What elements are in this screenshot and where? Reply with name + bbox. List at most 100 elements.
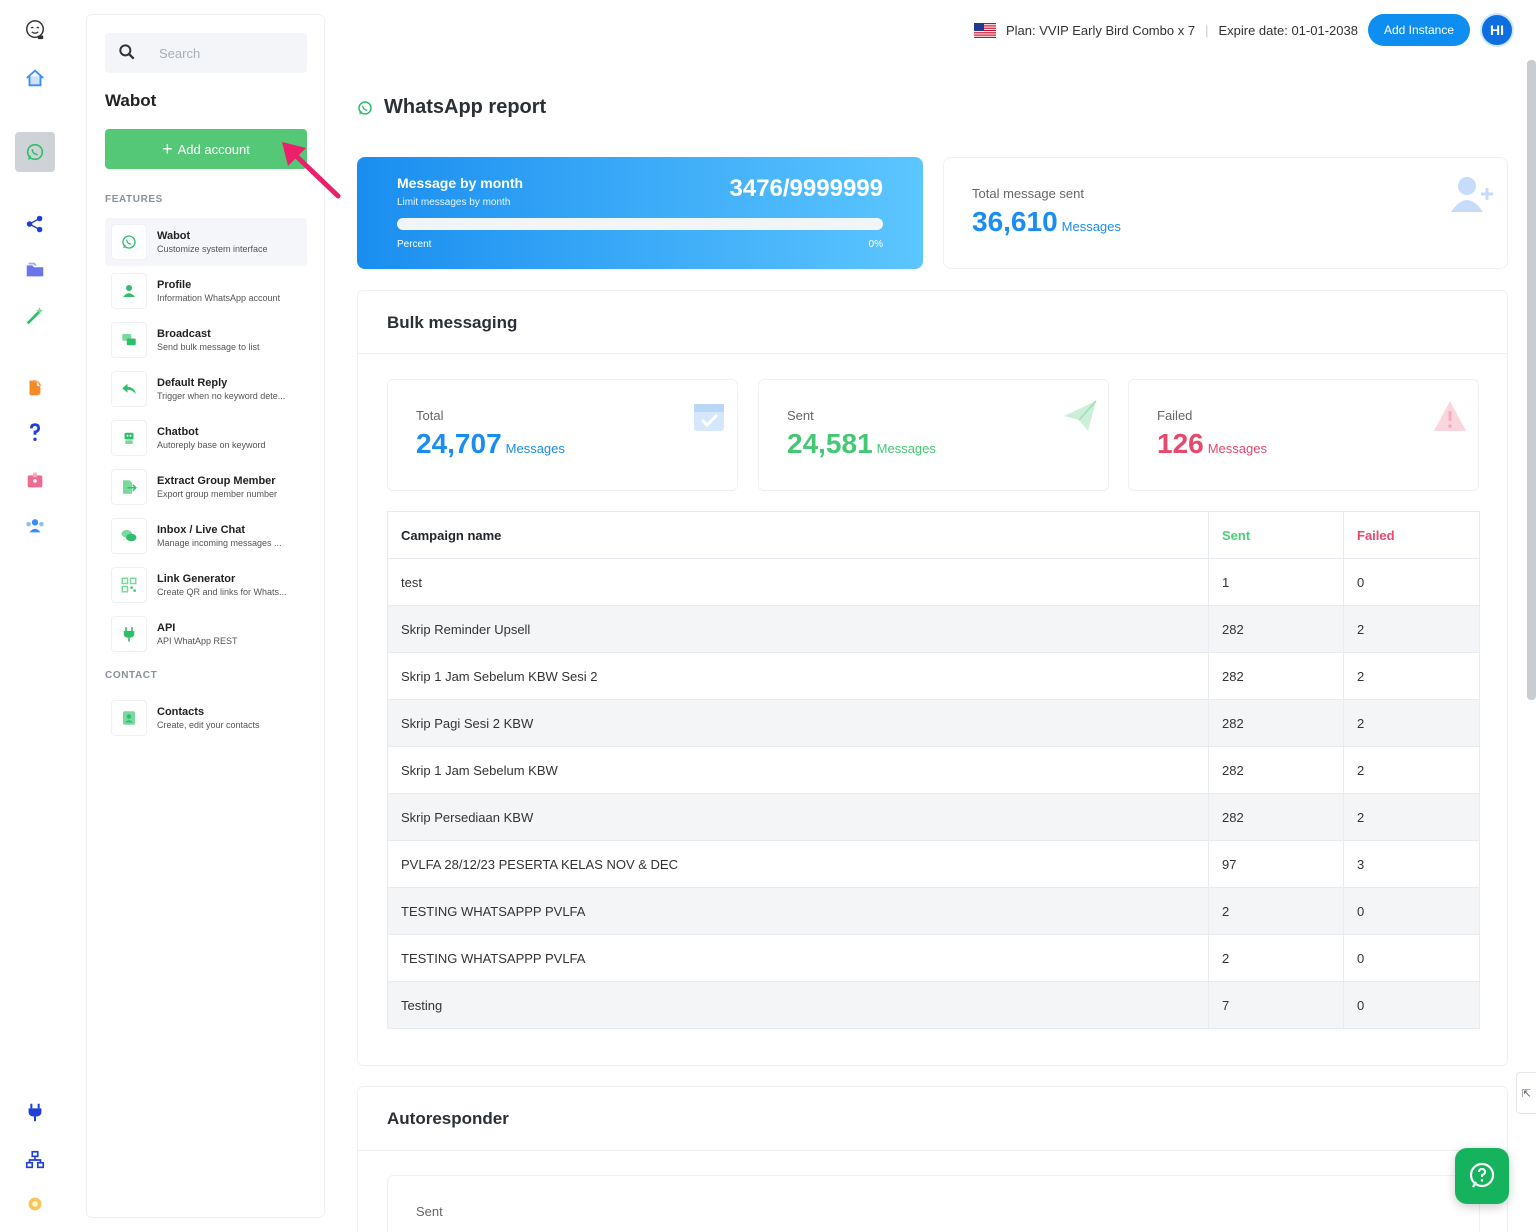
search-icon bbox=[119, 44, 135, 60]
qr-icon bbox=[111, 567, 147, 603]
page-title: WhatsApp report bbox=[384, 96, 547, 118]
message-by-month-card: Message by month Limit messages by month… bbox=[357, 157, 923, 269]
cell-failed: 3 bbox=[1343, 840, 1480, 888]
menu-item-wabot[interactable]: Wabot Customize system interface bbox=[105, 218, 307, 266]
percent-label: Percent bbox=[397, 239, 432, 250]
stat-value: 24,581 bbox=[787, 428, 873, 459]
search-input[interactable] bbox=[159, 43, 299, 63]
column-header-failed: Failed bbox=[1343, 511, 1480, 559]
sitemap-icon[interactable] bbox=[15, 1140, 55, 1180]
menu-item-subtitle: Manage incoming messages ... bbox=[157, 538, 282, 548]
blogger-icon[interactable] bbox=[15, 368, 55, 408]
avatar[interactable]: HI bbox=[1480, 13, 1514, 47]
cell-failed: 0 bbox=[1343, 981, 1480, 1029]
autoresponder-stat-card: Sent bbox=[387, 1175, 1480, 1232]
users-icon[interactable] bbox=[15, 506, 55, 546]
page-scrollbar[interactable] bbox=[1527, 60, 1536, 700]
add-account-button[interactable]: + Add account bbox=[105, 129, 307, 169]
stat-unit: Messages bbox=[1207, 441, 1267, 456]
table-row: Skrip 1 Jam Sebelum KBW 282 2 bbox=[387, 746, 1480, 794]
stat-label: Failed bbox=[1157, 408, 1193, 423]
plus-icon: + bbox=[162, 139, 173, 159]
help-chat-button[interactable] bbox=[1455, 1148, 1509, 1204]
share-icon[interactable] bbox=[15, 204, 55, 244]
add-user-icon bbox=[1451, 177, 1493, 212]
menu-item-subtitle: Create QR and links for Whats... bbox=[157, 587, 287, 597]
contact-section-label: CONTACT bbox=[105, 670, 158, 681]
cell-campaign-name: Skrip Pagi Sesi 2 KBW bbox=[387, 699, 1209, 747]
menu-item-extract-group-member[interactable]: Extract Group Member Export group member … bbox=[105, 463, 307, 511]
cell-failed: 0 bbox=[1343, 934, 1480, 982]
menu-item-profile[interactable]: Profile Information WhatsApp account bbox=[105, 267, 307, 315]
topbar-separator: | bbox=[1205, 22, 1209, 38]
calendar-check-icon bbox=[694, 404, 724, 431]
badge-icon[interactable] bbox=[15, 460, 55, 500]
menu-item-title: Broadcast bbox=[157, 328, 211, 340]
menu-item-api[interactable]: API API WhatApp REST bbox=[105, 610, 307, 658]
column-header-sent: Sent bbox=[1208, 511, 1344, 559]
cell-sent: 282 bbox=[1208, 699, 1344, 747]
menu-item-contacts[interactable]: Contacts Create, edit your contacts bbox=[105, 694, 307, 742]
add-instance-button[interactable]: Add Instance bbox=[1367, 14, 1470, 46]
home-icon[interactable] bbox=[15, 58, 55, 98]
whatsapp-rail-icon[interactable] bbox=[15, 132, 55, 172]
plug-rail-icon[interactable] bbox=[15, 1092, 55, 1132]
magic-wand-icon[interactable] bbox=[15, 296, 55, 336]
cell-sent: 1 bbox=[1208, 558, 1344, 606]
feature-sidebar: Wabot + Add account FEATURES Wabot Custom… bbox=[86, 14, 325, 1218]
total-message-value-group: 36,610 Messages bbox=[972, 206, 1121, 238]
bulk-messaging-title: Bulk messaging bbox=[387, 313, 518, 332]
menu-item-inbox-live-chat[interactable]: Inbox / Live Chat Manage incoming message… bbox=[105, 512, 307, 560]
menu-item-broadcast[interactable]: Broadcast Send bulk message to list bbox=[105, 316, 307, 364]
robot-icon bbox=[111, 420, 147, 456]
menu-item-subtitle: Autoreply base on keyword bbox=[157, 440, 266, 450]
autoresponder-sent-label: Sent bbox=[416, 1204, 443, 1219]
panel-divider bbox=[358, 353, 1507, 354]
top-bar: Plan: VVIP Early Bird Combo x 7 | Expire… bbox=[973, 13, 1514, 47]
broadcast-icon bbox=[111, 322, 147, 358]
menu-item-subtitle: Export group member number bbox=[157, 489, 278, 499]
table-row: Testing 7 0 bbox=[387, 981, 1480, 1029]
menu-item-subtitle: Information WhatsApp account bbox=[157, 293, 281, 303]
cell-campaign-name: PVLFA 28/12/23 PESERTA KELAS NOV & DEC bbox=[387, 840, 1209, 888]
menu-item-title: Contacts bbox=[157, 706, 205, 718]
stat-label: Sent bbox=[787, 408, 814, 423]
export-icon bbox=[111, 469, 147, 505]
reply-icon bbox=[111, 371, 147, 407]
menu-item-default-reply[interactable]: Default Reply Trigger when no keyword det… bbox=[105, 365, 307, 413]
menu-item-link-generator[interactable]: Link Generator Create QR and links for Wh… bbox=[105, 561, 307, 609]
plan-text: Plan: VVIP Early Bird Combo x 7 bbox=[1005, 22, 1196, 38]
stat-value-group: 126 Messages bbox=[1157, 428, 1267, 460]
stat-label: Total bbox=[416, 408, 444, 423]
month-progress-bar bbox=[397, 218, 883, 230]
percent-value: 0% bbox=[868, 239, 883, 250]
menu-item-title: Default Reply bbox=[157, 377, 228, 389]
warning-icon bbox=[1434, 401, 1466, 431]
us-flag-icon[interactable] bbox=[973, 22, 996, 38]
cell-campaign-name: TESTING WHATSAPPP PVLFA bbox=[387, 887, 1209, 935]
cell-campaign-name: Testing bbox=[387, 981, 1209, 1029]
stat-unit: Messages bbox=[505, 441, 565, 456]
help-question-icon[interactable] bbox=[15, 412, 55, 452]
settings-gear-icon[interactable] bbox=[15, 1184, 55, 1224]
table-row: PVLFA 28/12/23 PESERTA KELAS NOV & DEC 97… bbox=[387, 840, 1480, 888]
table-row: Skrip Reminder Upsell 282 2 bbox=[387, 605, 1480, 653]
folder-icon[interactable] bbox=[15, 250, 55, 290]
menu-item-title: Chatbot bbox=[157, 426, 199, 438]
logo-icon[interactable] bbox=[15, 10, 55, 50]
features-section-label: FEATURES bbox=[105, 194, 163, 205]
cell-sent: 282 bbox=[1208, 746, 1344, 794]
autoresponder-title: Autoresponder bbox=[387, 1109, 509, 1128]
campaign-table: Campaign name Sent Failed test 1 0 Skrip Re… bbox=[387, 511, 1480, 1029]
menu-item-chatbot[interactable]: Chatbot Autoreply base on keyword bbox=[105, 414, 307, 462]
side-collapse-tab[interactable]: ⇱ bbox=[1516, 1072, 1536, 1114]
contact-icon bbox=[111, 700, 147, 736]
menu-item-title: Link Generator bbox=[157, 573, 236, 585]
cell-sent: 7 bbox=[1208, 981, 1344, 1029]
cell-sent: 2 bbox=[1208, 934, 1344, 982]
sidebar-title: Wabot bbox=[105, 91, 157, 110]
cell-campaign-name: TESTING WHATSAPPP PVLFA bbox=[387, 934, 1209, 982]
expire-date-text: Expire date: 01-01-2038 bbox=[1218, 22, 1358, 38]
menu-item-title: Profile bbox=[157, 279, 192, 291]
help-chat-icon bbox=[1469, 1162, 1495, 1188]
